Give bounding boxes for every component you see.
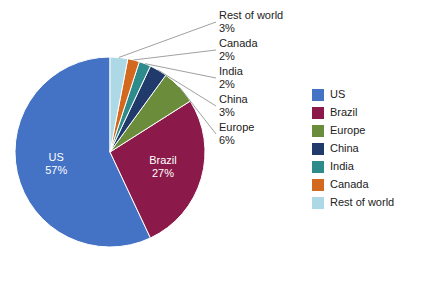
leader-line bbox=[145, 64, 216, 78]
legend-swatch bbox=[312, 197, 324, 209]
leader-line bbox=[158, 70, 216, 106]
legend-label: China bbox=[330, 142, 360, 154]
legend-item: US bbox=[312, 88, 345, 101]
legend-swatch bbox=[312, 179, 324, 191]
data-label-value: 3% bbox=[219, 106, 235, 118]
legend-item: Brazil bbox=[312, 106, 358, 119]
data-label-category: Europe bbox=[219, 121, 254, 133]
data-label-category: Rest of world bbox=[219, 9, 283, 21]
legend-label: India bbox=[330, 160, 355, 172]
chart: US57%Brazil27%Rest of world3%Canada2%Ind… bbox=[0, 0, 432, 294]
data-label-value: 6% bbox=[219, 134, 235, 146]
legend-label: Rest of world bbox=[330, 196, 394, 208]
legend-item: Canada bbox=[312, 178, 369, 191]
data-label-value: 57% bbox=[45, 164, 67, 176]
legend-item: Rest of world bbox=[312, 196, 394, 209]
data-label-category: US bbox=[49, 151, 64, 163]
legend-swatch bbox=[312, 125, 324, 137]
legend-label: Europe bbox=[330, 124, 365, 136]
pie bbox=[15, 57, 205, 247]
legend-label: US bbox=[330, 88, 345, 100]
legend-label: Canada bbox=[330, 178, 369, 190]
legend-item: India bbox=[312, 160, 355, 173]
data-label-category: Brazil bbox=[149, 154, 177, 166]
legend-swatch bbox=[312, 161, 324, 173]
legend-swatch bbox=[312, 107, 324, 119]
data-label-category: India bbox=[219, 65, 244, 77]
data-label-value: 2% bbox=[219, 78, 235, 90]
data-label-category: China bbox=[219, 93, 249, 105]
data-label-value: 27% bbox=[152, 167, 174, 179]
legend-item: China bbox=[312, 142, 360, 155]
legend-swatch bbox=[312, 89, 324, 101]
legend-label: Brazil bbox=[330, 106, 358, 118]
legend: US Brazil Europe China India Canada Rest of wo… bbox=[312, 88, 394, 209]
leader-line bbox=[134, 50, 216, 60]
data-labels: US57%Brazil27%Rest of world3%Canada2%Ind… bbox=[45, 9, 283, 179]
legend-item: Europe bbox=[312, 124, 365, 137]
data-label-value: 2% bbox=[219, 50, 235, 62]
leader-line bbox=[179, 87, 216, 134]
legend-swatch bbox=[312, 143, 324, 155]
data-label-value: 3% bbox=[219, 22, 235, 34]
pie-slice bbox=[110, 57, 128, 152]
data-label-category: Canada bbox=[219, 37, 258, 49]
